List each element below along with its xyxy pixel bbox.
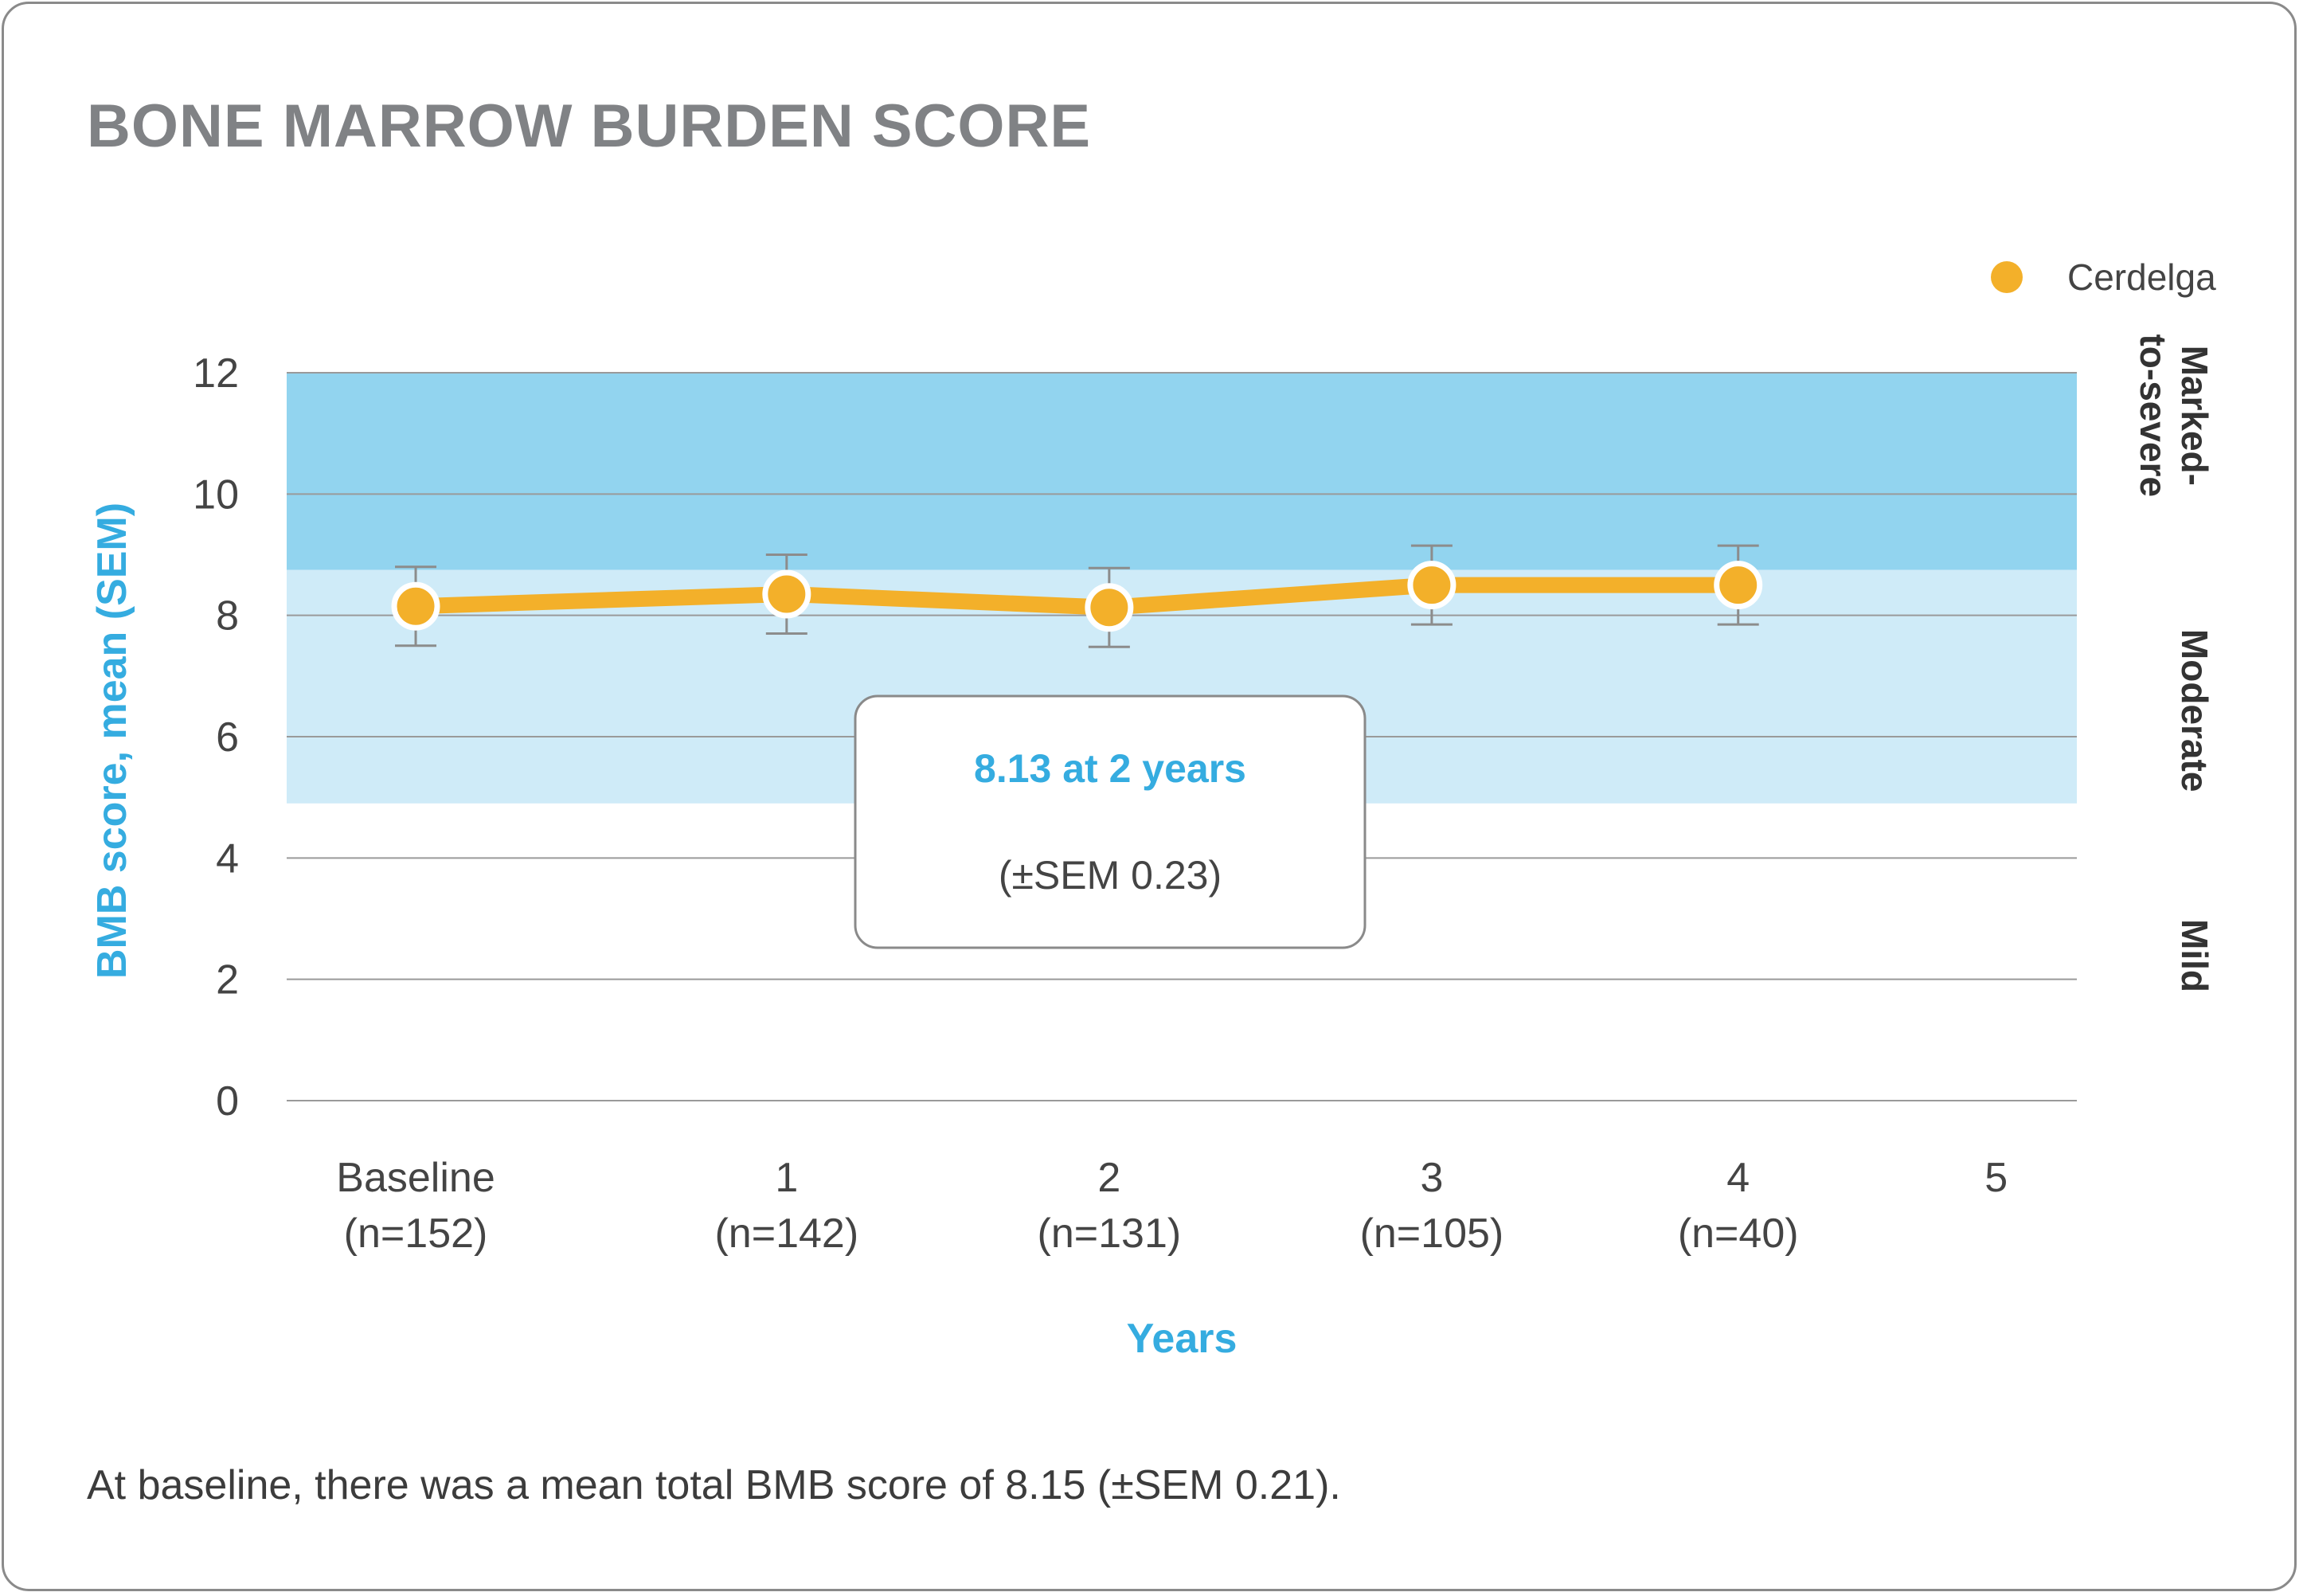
chart-title: BONE MARROW BURDEN SCORE — [87, 92, 1092, 160]
x-tick-labels: Baseline (n=152) 1 (n=142) 2 (n=131) 3 (n=105) 4… — [336, 1155, 2008, 1257]
y-tick-10: 10 — [193, 471, 239, 518]
data-point-3 — [1407, 561, 1456, 610]
legend: Cerdelga — [1991, 256, 2216, 298]
x-tick-2: 2 — [1097, 1155, 1120, 1201]
y-tick-0: 0 — [216, 1078, 239, 1125]
y-axis-title: BMB score, mean (SEM) — [89, 503, 135, 979]
band-label-1-0: Moderate — [2174, 629, 2215, 792]
x-tick-4: 4 — [1726, 1155, 1750, 1201]
series-cerdelga — [391, 544, 1763, 648]
data-point-4 — [1714, 561, 1763, 610]
data-point-1 — [762, 569, 811, 619]
x-tick-1: 1 — [775, 1155, 798, 1201]
annotation-callout: 8.13 at 2 years (±SEM 0.23) — [854, 694, 1367, 949]
x-tick-3: 3 — [1420, 1155, 1443, 1201]
callout-heading: 8.13 at 2 years — [974, 746, 1246, 791]
chart-footnote: At baseline, there was a mean total BMB … — [87, 1462, 1341, 1508]
y-tick-4: 4 — [216, 835, 239, 882]
y-tick-8: 8 — [216, 593, 239, 640]
band-labels: Marked-to-severe Moderate Mild — [2133, 334, 2215, 992]
data-point-2 — [1085, 583, 1134, 632]
x-tick-5: 5 — [1984, 1155, 2008, 1201]
y-gridlines — [287, 372, 2077, 1101]
callout-box — [854, 694, 1367, 949]
y-tick-12: 12 — [193, 350, 239, 397]
severity-bands — [287, 373, 2077, 804]
y-tick-labels: 0 2 4 6 8 10 12 — [193, 350, 239, 1125]
x-axis-title: Years — [1127, 1316, 1238, 1362]
data-point-0 — [391, 581, 440, 631]
legend-marker-cerdelga — [1991, 261, 2023, 293]
x-tick-0: Baseline — [336, 1155, 495, 1201]
x-tick-n-0: (n=152) — [344, 1211, 488, 1257]
y-tick-6: 6 — [216, 714, 239, 761]
x-tick-n-1: (n=142) — [714, 1211, 858, 1257]
band-label-2-0: Mild — [2174, 919, 2215, 992]
band-label-0-1: to-severe — [2133, 334, 2174, 497]
band-label-0-0: Marked- — [2174, 346, 2215, 486]
y-tick-2: 2 — [216, 957, 239, 1003]
x-tick-n-3: (n=105) — [1360, 1211, 1504, 1257]
band-0 — [287, 373, 2077, 570]
x-tick-n-4: (n=40) — [1678, 1211, 1799, 1257]
x-tick-n-2: (n=131) — [1038, 1211, 1182, 1257]
callout-detail: (±SEM 0.23) — [999, 853, 1222, 898]
legend-label-cerdelga: Cerdelga — [2067, 256, 2216, 298]
